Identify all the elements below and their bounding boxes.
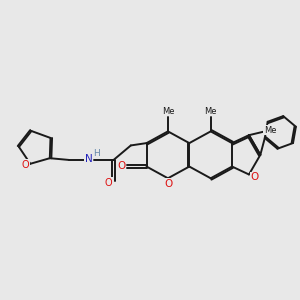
Text: H: H: [93, 149, 99, 158]
Text: N: N: [85, 154, 93, 164]
Text: O: O: [251, 172, 259, 182]
Text: O: O: [164, 179, 172, 189]
Text: O: O: [22, 160, 29, 170]
Text: Me: Me: [264, 126, 276, 135]
Text: O: O: [117, 161, 125, 171]
Text: Me: Me: [162, 107, 174, 116]
Text: Me: Me: [204, 107, 217, 116]
Text: O: O: [105, 178, 112, 188]
